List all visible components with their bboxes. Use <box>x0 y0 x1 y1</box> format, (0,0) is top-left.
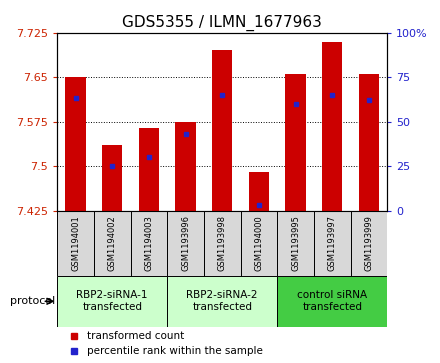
Bar <box>139 127 159 211</box>
Bar <box>167 276 277 327</box>
Bar <box>351 211 387 276</box>
Bar <box>241 211 277 276</box>
Bar <box>94 211 131 276</box>
Text: GSM1194002: GSM1194002 <box>108 215 117 271</box>
Bar <box>359 74 379 211</box>
Bar <box>57 276 167 327</box>
Bar <box>57 211 94 276</box>
Bar <box>204 211 241 276</box>
Bar <box>131 211 167 276</box>
Bar <box>314 211 351 276</box>
Bar <box>249 172 269 211</box>
Text: GSM1194003: GSM1194003 <box>144 215 154 271</box>
Bar <box>212 50 232 211</box>
Text: percentile rank within the sample: percentile rank within the sample <box>87 346 263 355</box>
Text: GSM1194001: GSM1194001 <box>71 215 80 271</box>
Text: GSM1194000: GSM1194000 <box>254 215 264 271</box>
Text: transformed count: transformed count <box>87 331 184 341</box>
Bar <box>277 211 314 276</box>
Bar <box>66 77 86 211</box>
Text: GSM1193998: GSM1193998 <box>218 215 227 271</box>
Text: GSM1193995: GSM1193995 <box>291 215 300 271</box>
Bar <box>167 211 204 276</box>
Text: GSM1193997: GSM1193997 <box>328 215 337 271</box>
Text: protocol: protocol <box>10 296 55 306</box>
Bar <box>102 145 122 211</box>
Text: RBP2-siRNA-1
transfected: RBP2-siRNA-1 transfected <box>77 290 148 312</box>
Bar <box>322 41 342 211</box>
Text: GSM1193999: GSM1193999 <box>364 215 374 271</box>
Text: RBP2-siRNA-2
transfected: RBP2-siRNA-2 transfected <box>187 290 258 312</box>
Text: control siRNA
transfected: control siRNA transfected <box>297 290 367 312</box>
Title: GDS5355 / ILMN_1677963: GDS5355 / ILMN_1677963 <box>122 15 322 31</box>
Bar <box>286 74 306 211</box>
Bar <box>277 276 387 327</box>
Text: GSM1193996: GSM1193996 <box>181 215 190 271</box>
Bar <box>176 122 196 211</box>
